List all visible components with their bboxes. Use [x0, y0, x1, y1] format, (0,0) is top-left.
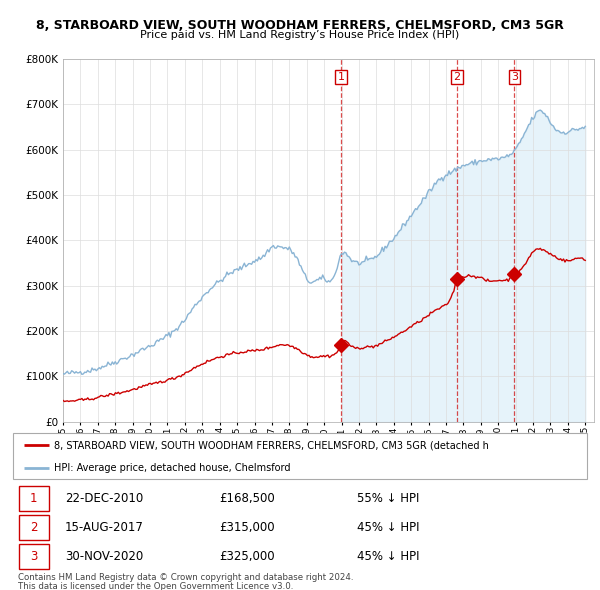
Text: Price paid vs. HM Land Registry’s House Price Index (HPI): Price paid vs. HM Land Registry’s House …	[140, 30, 460, 40]
Text: 45% ↓ HPI: 45% ↓ HPI	[358, 550, 420, 563]
Text: Contains HM Land Registry data © Crown copyright and database right 2024.: Contains HM Land Registry data © Crown c…	[18, 573, 353, 582]
Text: 2: 2	[453, 72, 460, 82]
Text: 55% ↓ HPI: 55% ↓ HPI	[358, 492, 420, 505]
Text: 8, STARBOARD VIEW, SOUTH WOODHAM FERRERS, CHELMSFORD, CM3 5GR: 8, STARBOARD VIEW, SOUTH WOODHAM FERRERS…	[36, 19, 564, 32]
Text: HPI: Average price, detached house, Chelmsford: HPI: Average price, detached house, Chel…	[55, 463, 291, 473]
Text: £168,500: £168,500	[220, 492, 275, 505]
Text: 8, STARBOARD VIEW, SOUTH WOODHAM FERRERS, CHELMSFORD, CM3 5GR (detached h: 8, STARBOARD VIEW, SOUTH WOODHAM FERRERS…	[55, 441, 490, 451]
Text: This data is licensed under the Open Government Licence v3.0.: This data is licensed under the Open Gov…	[18, 582, 293, 590]
FancyBboxPatch shape	[19, 515, 49, 540]
Text: 3: 3	[30, 550, 38, 563]
Text: 15-AUG-2017: 15-AUG-2017	[65, 521, 143, 534]
Text: 30-NOV-2020: 30-NOV-2020	[65, 550, 143, 563]
FancyBboxPatch shape	[19, 544, 49, 569]
Text: 3: 3	[511, 72, 518, 82]
Text: £315,000: £315,000	[220, 521, 275, 534]
Text: 1: 1	[338, 72, 344, 82]
Text: 45% ↓ HPI: 45% ↓ HPI	[358, 521, 420, 534]
FancyBboxPatch shape	[19, 486, 49, 511]
Text: 1: 1	[30, 492, 38, 505]
Text: 22-DEC-2010: 22-DEC-2010	[65, 492, 143, 505]
Text: £325,000: £325,000	[220, 550, 275, 563]
FancyBboxPatch shape	[13, 433, 587, 479]
Text: 2: 2	[30, 521, 38, 534]
